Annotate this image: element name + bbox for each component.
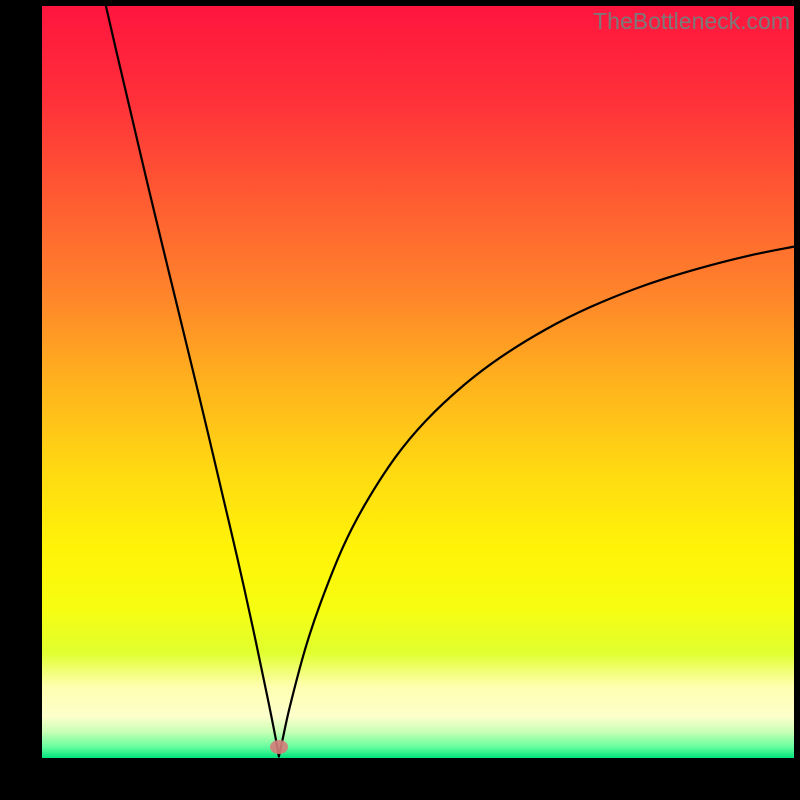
- bottleneck-curve: [42, 6, 794, 758]
- chart-canvas: TheBottleneck.com: [0, 0, 800, 800]
- plot-area: [42, 6, 794, 758]
- watermark-text: TheBottleneck.com: [593, 8, 790, 35]
